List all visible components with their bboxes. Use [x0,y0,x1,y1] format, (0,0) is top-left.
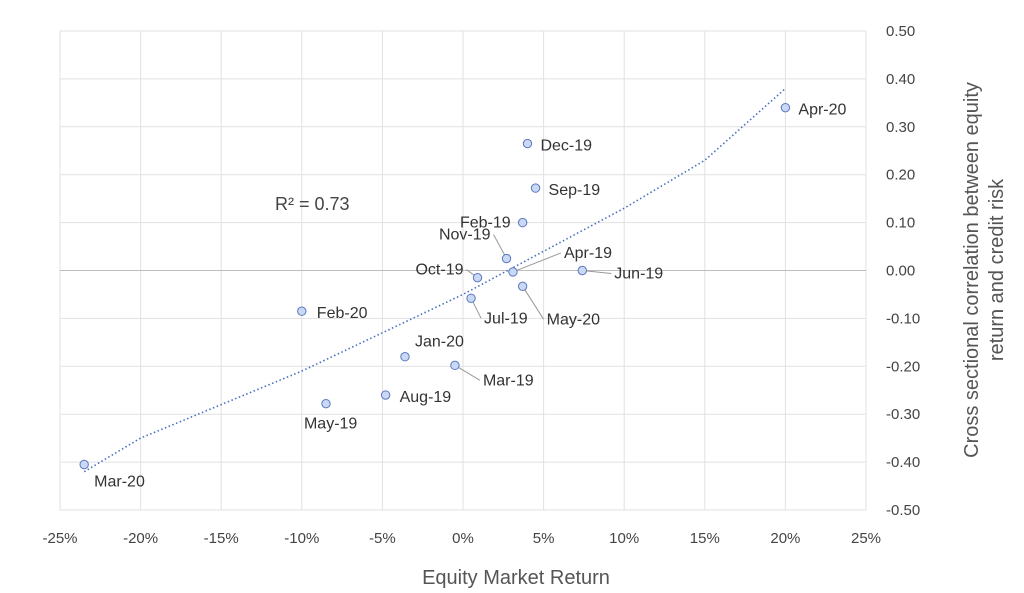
data-point [321,398,331,409]
x-tick-labels: -25% -20% -15% -10% -5% 0% 5% 10% 15% 20% 25% [42,530,881,547]
label-leader-line [454,364,481,381]
data-point [297,306,307,316]
x-tick-label: 25% [851,530,881,547]
data-point [450,360,460,371]
data-point [508,267,518,277]
x-tick-label: -25% [42,530,77,547]
point-label: Jun-19 [614,266,663,283]
x-tick-label: 0% [452,530,474,547]
label-leader-line [522,286,545,320]
y-tick-label: 0.10 [886,215,915,232]
y-tick-label: 0.30 [886,119,915,136]
data-point [501,253,512,264]
trendline-path [83,87,786,473]
x-tick-label: 5% [533,530,555,547]
label-leader-line [512,252,562,273]
data-point [472,272,483,283]
y-tick-label: 0.40 [886,71,915,88]
y-axis-title: Cross sectional correlation between equi… [961,82,1008,458]
point-label: Sep-19 [549,182,601,199]
y-axis-title-line-1: Cross sectional correlation between equi… [961,82,983,458]
point-label: May-20 [547,311,600,328]
y-tick-label: 0.20 [886,167,915,184]
x-tick-label: -5% [369,530,396,547]
x-tick-label: -15% [204,530,239,547]
point-label: May-19 [304,416,357,433]
data-point [380,390,391,400]
grid [59,30,867,511]
x-tick-label: -20% [123,530,158,547]
point-label: Aug-19 [400,389,452,406]
y-axis-title-line-2: return and credit risk [986,178,1008,361]
data-point [517,281,528,292]
r-squared-annotation: R² = 0.73 [275,194,350,214]
y-tick-label: -0.30 [886,406,920,423]
trendline [83,87,786,473]
x-axis-title: Equity Market Return [422,567,610,589]
point-label: Oct-19 [415,262,463,279]
data-point [530,183,541,193]
point-label: Dec-19 [540,138,592,155]
point-label: Feb-19 [460,215,511,232]
x-tick-label: 20% [770,530,800,547]
y-tick-label: -0.10 [886,310,920,327]
data-point [466,293,476,303]
data-point [517,217,528,228]
label-leader-line [582,270,612,274]
y-tick-label: -0.50 [886,502,920,519]
data-point [577,265,587,276]
point-label: Jul-19 [484,310,528,327]
point-label: Jan-20 [415,334,464,351]
data-point [780,102,791,113]
point-label: Apr-19 [564,245,612,262]
point-label: Mar-20 [94,473,145,490]
data-point [79,459,89,470]
y-tick-labels: 0.50 0.40 0.30 0.20 0.10 0.00 -0.10 -0.20 -0.30 -… [886,23,920,519]
data-point [400,352,410,362]
point-label: Feb-20 [317,305,368,322]
point-label: Apr-20 [798,102,846,119]
x-tick-label: -10% [284,530,319,547]
point-label: Nov-19 [439,227,491,244]
data-point [522,138,533,149]
y-tick-label: -0.40 [886,454,920,471]
data-points [79,102,791,470]
y-tick-label: 0.00 [886,263,915,280]
y-tick-label: -0.20 [886,358,920,375]
y-tick-label: 0.50 [886,23,915,40]
x-tick-label: 15% [690,530,720,547]
x-tick-label: 10% [609,530,639,547]
point-label: Mar-19 [483,372,534,389]
